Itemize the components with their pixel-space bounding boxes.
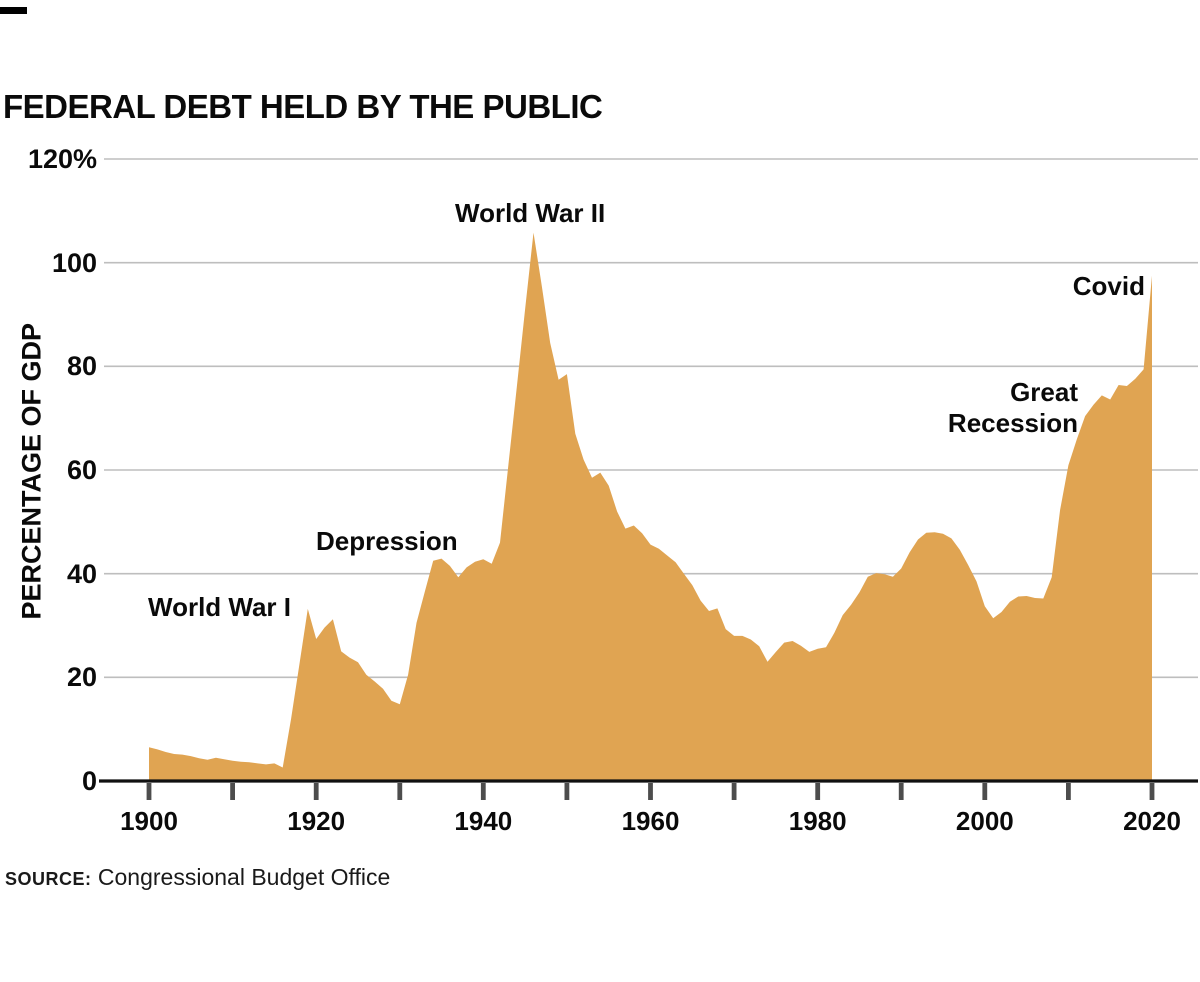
x-axis-ticks [146, 783, 1155, 800]
axis-tick [648, 783, 653, 800]
x-tick-label: 1980 [788, 806, 847, 836]
annotation-depression: Depression [316, 526, 458, 556]
y-tick-label: 0 [81, 766, 97, 796]
source-text: Congressional Budget Office [91, 864, 391, 890]
axis-tick [313, 783, 319, 800]
annotation-covid: Covid [1072, 271, 1145, 301]
annotation-great-recession: Great Recession [948, 377, 1078, 439]
y-tick-label: 40 [66, 558, 97, 589]
axis-tick [898, 783, 904, 800]
source-line: SOURCE: Congressional Budget Office [5, 864, 390, 891]
axis-tick [815, 783, 821, 800]
y-tick-label: 60 [66, 455, 97, 485]
x-tick-label: 1960 [621, 806, 680, 836]
x-tick-label: 1920 [287, 806, 346, 836]
axis-tick [480, 783, 486, 800]
axis-tick [564, 783, 570, 800]
y-tick-label: 20 [66, 662, 97, 693]
annotation-great-recession-line2: Recession [947, 408, 1078, 438]
annotation-world-war-1: World War I [148, 592, 291, 622]
y-tick-label: 120% [27, 144, 97, 174]
axis-tick [230, 783, 235, 800]
area-series [149, 232, 1152, 782]
x-tick-label: 1940 [454, 806, 513, 836]
corner-mark [0, 7, 27, 14]
axis-tick [982, 783, 988, 800]
source-label: SOURCE: [5, 869, 92, 889]
x-tick-label: 1900 [120, 806, 178, 836]
annotation-great-recession-line1: Great [1010, 377, 1078, 407]
axis-tick [146, 783, 152, 800]
x-tick-label: 2000 [955, 806, 1014, 836]
annotation-world-war-2: World War II [455, 198, 606, 228]
page-title: FEDERAL DEBT HELD BY THE PUBLIC [3, 88, 603, 125]
axis-tick [731, 783, 737, 800]
axis-tick [397, 783, 403, 800]
y-tick-label: 80 [66, 351, 97, 382]
y-tick-label: 100 [51, 247, 97, 278]
axis-tick [1149, 783, 1155, 800]
x-tick-label: 2020 [1123, 806, 1181, 836]
axis-tick [1066, 783, 1071, 800]
